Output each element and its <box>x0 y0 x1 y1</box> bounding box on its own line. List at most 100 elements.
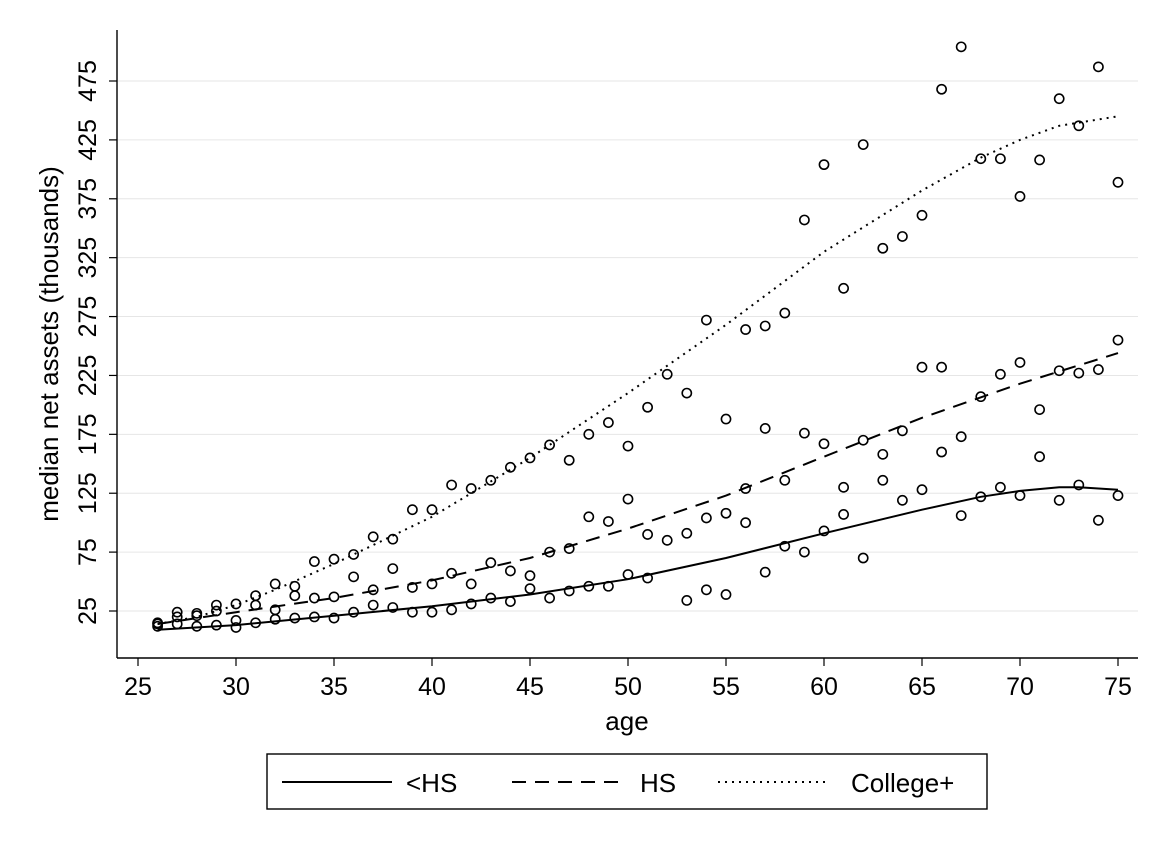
data-point-dotted <box>544 439 555 451</box>
data-point-solid <box>446 604 457 616</box>
data-point-dashed <box>426 578 438 590</box>
data-point-dashed <box>759 423 771 434</box>
data-point-dotted <box>1014 191 1026 202</box>
data-point-dotted <box>1093 61 1104 73</box>
data-point-dashed <box>446 567 457 579</box>
data-point-dashed <box>681 527 693 539</box>
data-point-dotted <box>701 314 712 326</box>
data-point-dashed <box>603 516 614 527</box>
data-point-dotted <box>936 83 947 95</box>
data-point-dotted <box>779 307 791 319</box>
data-point-solid <box>916 484 928 496</box>
data-point-dashed <box>720 507 732 519</box>
data-point-dashed <box>524 570 536 582</box>
data-point-dashed <box>485 557 497 569</box>
data-point-dotted <box>642 401 653 413</box>
axes <box>116 30 1138 659</box>
data-point-solid <box>171 618 183 630</box>
x-tick-label: 60 <box>810 673 838 701</box>
data-point-dashed <box>210 605 222 617</box>
fit-line-dashed <box>157 352 1119 625</box>
data-point-dotted <box>465 483 477 494</box>
y-tick-label: 75 <box>74 538 102 566</box>
legend-label-college: College+ <box>851 768 954 798</box>
x-axis-title: age <box>605 706 648 736</box>
data-point-solid <box>406 606 418 618</box>
data-point-solid <box>289 612 301 624</box>
data-point-solid <box>799 546 810 558</box>
data-point-solid <box>583 580 595 592</box>
data-point-dotted <box>799 214 810 226</box>
data-point-dashed <box>916 361 928 373</box>
data-point-dashed <box>250 599 261 611</box>
data-point-solid <box>818 525 830 537</box>
data-point-solid <box>955 510 967 521</box>
y-tick-label: 25 <box>74 597 102 625</box>
y-tick-label: 325 <box>74 237 102 279</box>
data-point-dashed <box>1093 364 1104 375</box>
scatter-points <box>152 41 1124 633</box>
data-point-dotted <box>406 504 418 516</box>
data-point-dashed <box>328 591 340 603</box>
data-point-dashed <box>897 425 908 437</box>
data-point-dashed <box>779 474 791 486</box>
data-point-dotted <box>171 606 183 618</box>
x-tick-label: 35 <box>320 673 348 701</box>
data-point-solid <box>504 596 516 607</box>
data-point-dotted <box>446 479 457 491</box>
data-point-solid <box>857 552 869 564</box>
data-point-solid <box>642 572 653 584</box>
y-tick-label: 275 <box>74 296 102 338</box>
data-point-solid <box>250 617 261 629</box>
data-point-dashed <box>544 546 555 558</box>
gridlines <box>117 80 1138 612</box>
data-point-dotted <box>250 590 261 602</box>
x-tick-label: 75 <box>1104 673 1132 701</box>
data-point-dotted <box>995 153 1006 165</box>
data-point-dotted <box>857 139 869 150</box>
data-point-solid <box>210 619 222 631</box>
data-point-dotted <box>975 153 987 165</box>
data-point-dotted <box>622 440 634 452</box>
data-point-solid <box>681 595 693 606</box>
data-point-dotted <box>504 461 516 473</box>
y-ticks: 25 75 125 175 225 275 325 375 425 475 <box>74 60 117 625</box>
data-point-solid <box>544 592 555 604</box>
legend: <HS HS College+ <box>266 753 988 810</box>
y-tick-label: 125 <box>74 472 102 514</box>
y-axis-title: median net assets (thousands) <box>34 166 64 522</box>
data-point-solid <box>877 474 889 486</box>
legend-label-lths: <HS <box>406 768 457 798</box>
x-ticks: 25 30 35 40 45 50 55 60 65 70 75 <box>124 658 1132 701</box>
data-point-dashed <box>563 543 575 554</box>
data-point-dashed <box>877 448 889 460</box>
data-point-solid <box>308 611 320 623</box>
data-point-dotted <box>759 320 771 332</box>
data-point-dashed <box>955 431 967 443</box>
data-point-dotted <box>191 607 203 619</box>
data-point-dashed <box>995 368 1006 380</box>
data-point-dotted <box>1073 120 1085 132</box>
data-point-dotted <box>681 387 693 399</box>
data-point-dashed <box>171 611 183 623</box>
data-point-dashed <box>1073 367 1085 379</box>
data-point-dotted <box>661 368 673 380</box>
data-point-solid <box>779 540 791 552</box>
data-point-dotted <box>152 617 163 629</box>
data-point-dashed <box>348 571 359 583</box>
data-point-dotted <box>387 533 399 545</box>
data-point-dashed <box>387 563 399 574</box>
x-tick-label: 65 <box>908 673 936 701</box>
fit-lines <box>157 115 1119 631</box>
data-point-dotted <box>877 242 889 254</box>
data-point-solid <box>230 622 242 633</box>
data-point-dotted <box>1053 93 1065 105</box>
data-point-dotted <box>720 413 732 425</box>
data-point-solid <box>1034 451 1045 463</box>
data-point-solid <box>191 620 203 632</box>
data-point-solid <box>838 509 849 520</box>
data-point-dashed <box>740 483 751 494</box>
data-point-dotted <box>818 159 830 171</box>
y-tick-label: 375 <box>74 178 102 220</box>
